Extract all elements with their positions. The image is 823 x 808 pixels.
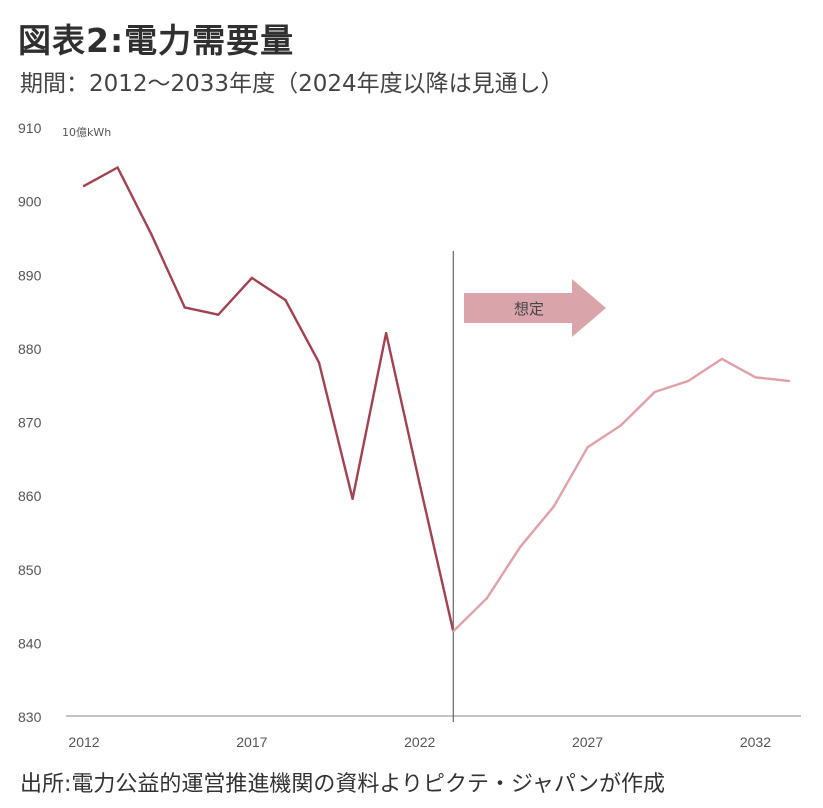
data-point [754,376,757,379]
y-tick-label: 910 [18,120,42,136]
data-point [687,379,690,383]
y-tick-label: 890 [18,267,42,283]
series-line-forecast [452,357,790,633]
forecast-arrow: 想定 [464,279,606,337]
arrow-shape [464,279,606,337]
y-axis: 830 840 850 860 870 880 890 900 910 [18,120,42,725]
data-point [149,232,153,235]
x-tick-label: 2032 [740,734,771,750]
line-chart: 830 840 850 860 870 880 890 900 910 2012 2017 2022… [18,120,801,750]
data-point [552,504,556,508]
data-point [217,313,220,316]
data-point [116,166,119,169]
unit-label: 10億kWh [62,126,111,139]
y-tick-label: 830 [18,709,42,725]
data-point [787,379,791,383]
data-point [351,497,354,501]
data-point [619,423,623,427]
data-point [586,446,589,449]
data-point [519,545,522,548]
x-tick-label: 2017 [236,734,267,750]
data-point [485,597,489,600]
chart-subtitle: 期間：2012〜2033年度（2024年度以降は見通し） [20,71,564,97]
x-axis: 2012 2017 2022 2027 2032 [66,715,801,750]
y-tick-label: 850 [18,562,42,578]
y-tick-label: 840 [18,635,42,651]
source-note: 出所:電力公益的運営推進機関の資料よりピクテ・ジャパンが作成 [20,772,665,797]
y-tick-label: 900 [18,194,42,210]
series-lines [82,166,791,633]
data-point [653,390,656,394]
y-tick-label: 860 [18,488,42,504]
data-point [452,630,455,633]
data-point [250,276,254,280]
x-tick-label: 2022 [404,734,435,750]
y-tick-label: 870 [18,415,42,431]
x-tick-label: 2012 [68,734,99,750]
data-point [82,184,86,188]
data-point [284,298,287,302]
data-point [384,331,388,335]
data-point [418,482,421,486]
chart-title: 図表2:電力需要量 [18,21,295,60]
x-tick-label: 2027 [572,734,603,750]
data-point [317,361,321,364]
data-point [720,357,724,361]
forecast-label: 想定 [514,300,544,318]
data-point [183,306,186,309]
series-line-actual [83,166,455,632]
y-tick-label: 880 [18,341,42,357]
